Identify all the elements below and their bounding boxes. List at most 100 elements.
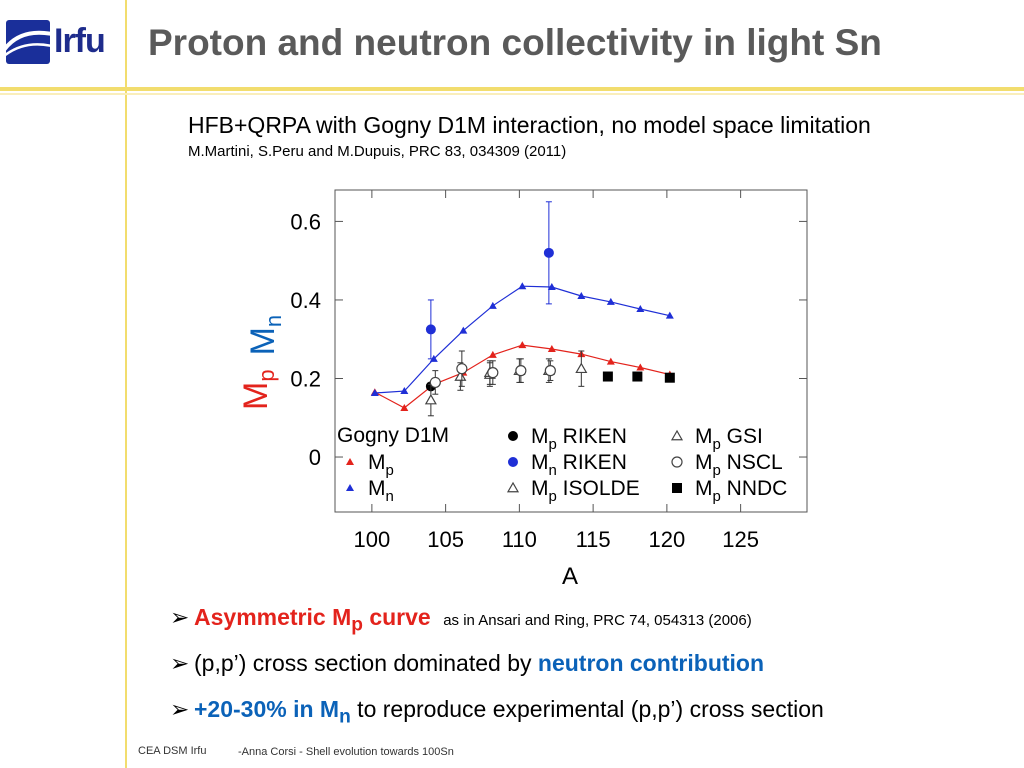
data-point <box>400 403 409 411</box>
series-line <box>374 285 670 394</box>
legend-entry: Mp <box>368 451 394 479</box>
legend-symbol: M <box>531 451 549 474</box>
bullet-item: ➢ Asymmetric Mp curve as in Ansari and Ri… <box>170 604 752 637</box>
legend-symbol: M <box>531 425 549 448</box>
data-point <box>454 370 467 381</box>
legend-marker <box>671 456 683 468</box>
data-point <box>487 366 499 379</box>
y-label-subscript: p <box>254 369 279 381</box>
data-point <box>515 365 527 377</box>
legend-marker <box>508 457 518 467</box>
legend-tag: GSI <box>721 425 763 448</box>
legend-tag: RIKEN <box>557 451 627 474</box>
legend-marker <box>670 429 684 441</box>
legend-entry: Mp RIKEN <box>531 425 627 453</box>
legend-marker <box>346 458 354 465</box>
data-point <box>632 371 643 382</box>
axis-ticks: 0 0.2 0.4 0.6 100 105 110 115 120 125 <box>290 190 807 552</box>
footer-organization: CEA DSM Irfu <box>138 745 207 757</box>
legend-marker <box>346 484 354 491</box>
data-point <box>665 311 674 319</box>
legend-entry: Mp ISOLDE <box>531 477 640 505</box>
data-point <box>547 282 556 290</box>
legend-marker <box>508 431 518 441</box>
legend-subscript: p <box>713 436 721 453</box>
arrow-bullet-icon: ➢ <box>170 696 190 722</box>
y-label-subscript: n <box>261 315 286 327</box>
irfu-logo-icon <box>6 20 50 64</box>
data-point <box>636 304 645 312</box>
data-point <box>459 326 468 334</box>
legend-entry: Mp NNDC <box>695 477 787 505</box>
data-point <box>518 341 527 349</box>
bullet-item: ➢ (p,p’) cross section dominated by neutr… <box>170 650 764 677</box>
legend-symbol: M <box>368 451 386 474</box>
legend-entry: Mn <box>368 477 394 505</box>
data-point <box>425 324 436 335</box>
legend-tag: NSCL <box>721 451 783 474</box>
legend-entry: Mp NSCL <box>695 451 783 479</box>
y-label-symbol: M <box>237 382 275 410</box>
bullet-text: curve <box>362 604 431 630</box>
data-point <box>370 389 379 397</box>
slide-subtitle: HFB+QRPA with Gogny D1M interaction, no … <box>188 112 871 138</box>
data-point <box>543 247 554 258</box>
series-line <box>374 344 670 409</box>
legend-subscript: p <box>549 488 557 505</box>
y-label-symbol: M <box>244 327 282 355</box>
legend-subscript: p <box>386 462 394 479</box>
legend-subscript: n <box>386 488 394 505</box>
legend-subscript: p <box>713 488 721 505</box>
legend-symbol: M <box>695 451 713 474</box>
data-point <box>488 350 497 358</box>
x-tick-label: 125 <box>722 527 759 552</box>
data-point <box>488 301 497 309</box>
logo: Irfu <box>0 0 124 80</box>
data-point <box>429 354 438 362</box>
legend-entry: Mn RIKEN <box>531 451 627 479</box>
legend-title: Gogny D1M <box>337 424 449 447</box>
data-point <box>429 376 441 389</box>
bullet-text: to reproduce experimental (p,p’) cross s… <box>350 696 824 722</box>
bullet-text: p <box>351 614 363 636</box>
x-tick-label: 120 <box>649 527 686 552</box>
data-point <box>518 282 527 290</box>
bullet-text: neutron contribution <box>537 650 765 676</box>
legend-subscript: p <box>549 436 557 453</box>
data-point <box>636 363 645 371</box>
y-axis-label: MpMn <box>237 315 286 410</box>
legend-tag: RIKEN <box>557 425 627 448</box>
bullet-text: (p,p’) cross section dominated by <box>194 650 538 676</box>
legend-tag: NNDC <box>721 477 788 500</box>
x-axis-label: A <box>562 563 578 590</box>
data-point <box>606 357 615 365</box>
data-point <box>577 292 586 300</box>
data-point <box>456 363 468 375</box>
header-divider-thin <box>0 93 1024 95</box>
bullet-text: Asymmetric M <box>194 604 352 630</box>
x-tick-label: 100 <box>354 527 391 552</box>
arrow-bullet-icon: ➢ <box>170 604 190 630</box>
legend-symbol: M <box>531 477 549 500</box>
legend-marker <box>506 481 520 493</box>
logo-text: Irfu <box>54 22 106 60</box>
plot-frame <box>334 189 808 513</box>
legend-symbol: M <box>695 425 713 448</box>
reference-citation: M.Martini, S.Peru and M.Dupuis, PRC 83, … <box>188 143 567 160</box>
legend-subscript: p <box>713 462 721 479</box>
bullet-text: n <box>339 706 351 728</box>
y-tick-label: 0.6 <box>290 209 321 234</box>
vertical-divider <box>125 0 127 768</box>
x-tick-label: 110 <box>502 527 537 552</box>
data-point <box>606 297 615 305</box>
bullet-item: ➢ +20-30% in Mn to reproduce experimental… <box>170 696 824 729</box>
bullet-text: as in Ansari and Ring, PRC 74, 054313 (2… <box>430 612 752 629</box>
data-point <box>664 372 675 383</box>
page-title: Proton and neutron collectivity in light… <box>148 22 882 63</box>
y-tick-label: 0 <box>309 445 321 470</box>
data-point <box>544 365 556 377</box>
legend-subscript: n <box>549 462 557 479</box>
x-tick-label: 115 <box>576 527 611 552</box>
x-tick-label: 105 <box>427 527 464 552</box>
